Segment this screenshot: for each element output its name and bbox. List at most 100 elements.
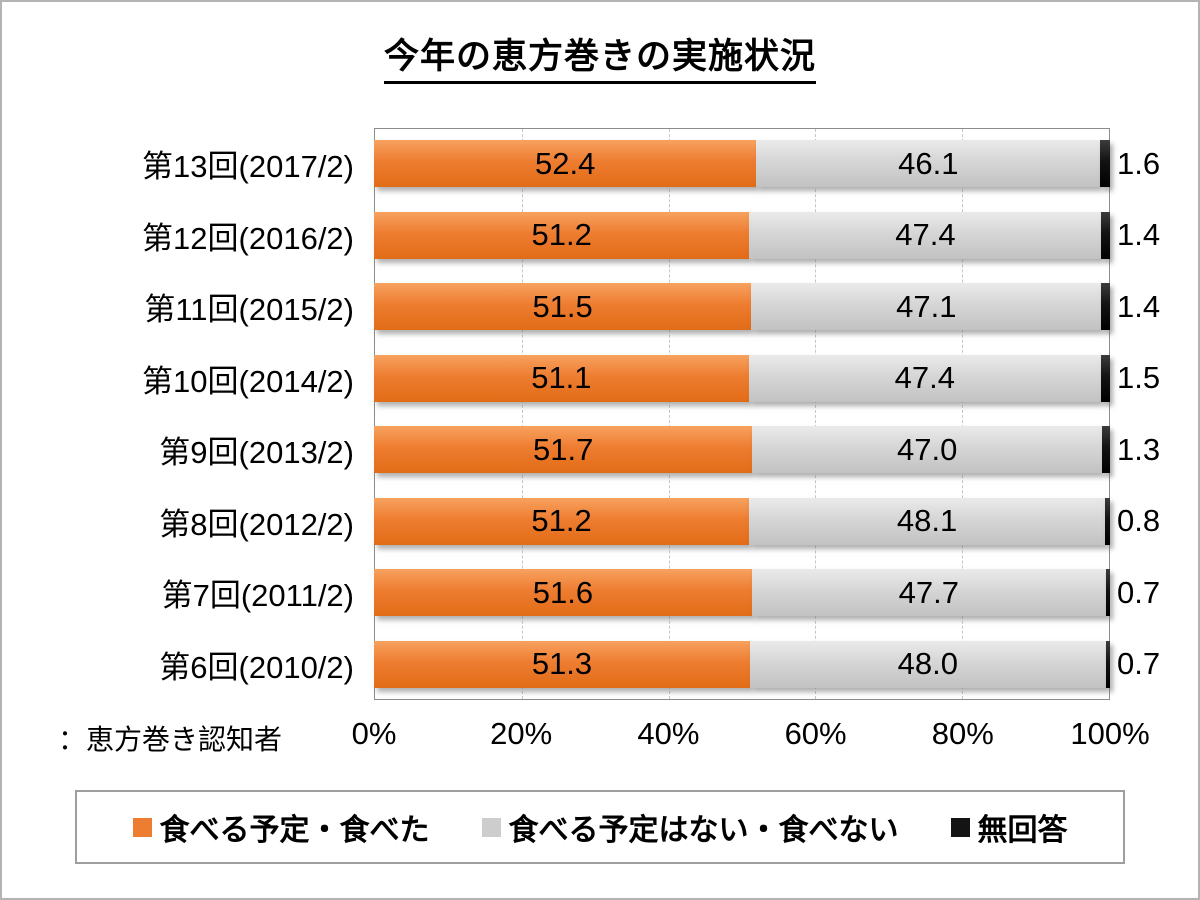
bar-area: 51.6 47.7 0.7 xyxy=(374,569,1160,617)
chart-row: 第11回(2015/2) 51.5 47.1 1.4 xyxy=(2,271,1198,343)
x-tick-label: 0% xyxy=(351,716,397,751)
bar-segment-not-eaten: 47.4 xyxy=(748,354,1101,402)
chart-row: 第10回(2014/2) 51.1 47.4 1.5 xyxy=(2,343,1198,415)
bar-segment-no-answer xyxy=(1105,497,1110,545)
bar-area: 51.2 48.1 0.8 xyxy=(374,497,1160,545)
segment-value: 52.4 xyxy=(535,145,596,181)
legend-swatch-not-eaten xyxy=(481,817,501,837)
legend: 食べる予定・食べた 食べる予定はない・食べない 無回答 xyxy=(75,790,1125,864)
segment-value: 47.1 xyxy=(896,288,957,324)
bar-area: 51.7 47.0 1.3 xyxy=(374,426,1160,474)
bar-segment-eaten: 51.3 xyxy=(374,640,750,688)
segment-value: 47.7 xyxy=(898,574,959,610)
gridline xyxy=(668,129,670,699)
chart-row: 第6回(2010/2) 51.3 48.0 0.7 xyxy=(2,629,1198,701)
bar-segment-not-eaten: 47.4 xyxy=(749,211,1102,259)
legend-label: 食べる予定はない・食べない xyxy=(508,814,899,847)
no-answer-value: 1.5 xyxy=(1117,360,1161,396)
bar-segment-not-eaten: 47.1 xyxy=(751,283,1102,331)
bar-stack: 51.1 47.4 xyxy=(374,354,1110,402)
segment-value: 47.0 xyxy=(897,431,958,467)
chart-row: 第8回(2012/2) 51.2 48.1 0.8 xyxy=(2,486,1198,558)
x-axis: 0% 20% 40% 60% 80% 100% xyxy=(352,714,1150,760)
bar-segment-eaten: 51.2 xyxy=(374,497,750,545)
bar-segment-not-eaten: 48.1 xyxy=(749,497,1106,545)
gridline xyxy=(815,129,817,699)
bar-segment-no-answer xyxy=(1101,283,1110,331)
bar-segment-no-answer xyxy=(1102,426,1110,474)
bar-segment-no-answer xyxy=(1105,640,1110,688)
legend-label: 食べる予定・食べた xyxy=(159,814,430,847)
chart-row: 第12回(2016/2) 51.2 47.4 1.4 xyxy=(2,200,1198,272)
bar-stack: 51.5 47.1 xyxy=(374,283,1110,331)
bar-segment-eaten: 51.7 xyxy=(374,426,753,474)
segment-value: 51.7 xyxy=(533,431,594,467)
bar-segment-not-eaten: 46.1 xyxy=(756,140,1101,188)
segment-value: 51.1 xyxy=(531,360,592,396)
x-tick-label: 40% xyxy=(637,716,700,751)
bar-segment-not-eaten: 47.0 xyxy=(752,426,1102,474)
segment-value: 47.4 xyxy=(895,217,956,253)
category-label: 第13回(2017/2) xyxy=(142,149,354,185)
bar-stack: 51.7 47.0 xyxy=(374,426,1110,474)
category-label: 第10回(2014/2) xyxy=(142,363,354,399)
no-answer-value: 0.7 xyxy=(1117,574,1161,610)
x-tick-label: 100% xyxy=(1070,716,1150,751)
bar-area: 52.4 46.1 1.6 xyxy=(374,140,1160,188)
bar-segment-not-eaten: 47.7 xyxy=(751,569,1106,617)
segment-value: 47.4 xyxy=(894,360,955,396)
bar-stack: 51.2 48.1 xyxy=(374,497,1110,545)
bar-area: 51.3 48.0 0.7 xyxy=(374,640,1160,688)
category-label: 第11回(2015/2) xyxy=(144,292,354,328)
chart-rows: 第13回(2017/2) 52.4 46.1 1.6 第12回(2016/2) 51.2 4… xyxy=(2,128,1198,700)
category-label: 第8回(2012/2) xyxy=(159,506,354,542)
chart-row: 第9回(2013/2) 51.7 47.0 1.3 xyxy=(2,414,1198,486)
bar-segment-not-eaten: 48.0 xyxy=(750,640,1106,688)
segment-value: 51.2 xyxy=(531,503,592,539)
bar-segment-eaten: 51.6 xyxy=(374,569,752,617)
bar-stack: 51.3 48.0 xyxy=(374,640,1110,688)
segment-value: 46.1 xyxy=(898,145,959,181)
x-tick-label: 20% xyxy=(490,716,553,751)
chart-row: 第7回(2011/2) 51.6 47.7 0.7 xyxy=(2,557,1198,629)
bar-segment-eaten: 52.4 xyxy=(374,140,757,188)
no-answer-value: 1.4 xyxy=(1117,288,1161,324)
bar-segment-no-answer xyxy=(1101,211,1110,259)
bar-segment-no-answer xyxy=(1105,569,1110,617)
bar-segment-no-answer xyxy=(1100,354,1110,402)
axis-row: ：恵方巻き認知者 0% 20% 40% 60% 80% 100% xyxy=(2,714,1198,760)
no-answer-value: 0.8 xyxy=(1117,503,1161,539)
no-answer-value: 1.4 xyxy=(1117,217,1161,253)
bar-stack: 51.2 47.4 xyxy=(374,211,1110,259)
legend-item: 食べる予定はない・食べない xyxy=(481,805,899,849)
segment-value: 48.0 xyxy=(897,646,959,682)
bar-area: 51.5 47.1 1.4 xyxy=(374,283,1160,331)
segment-value: 51.2 xyxy=(531,217,592,253)
x-tick-label: 60% xyxy=(784,716,847,751)
bar-segment-eaten: 51.5 xyxy=(374,283,752,331)
chart-row: 第13回(2017/2) 52.4 46.1 1.6 xyxy=(2,128,1198,200)
category-label: 第7回(2011/2) xyxy=(161,578,354,614)
category-label: 第9回(2013/2) xyxy=(159,435,354,471)
bar-segment-no-answer xyxy=(1100,140,1110,188)
legend-label: 無回答 xyxy=(977,814,1068,847)
legend-swatch-no-answer xyxy=(950,817,970,837)
bar-stack: 51.6 47.7 xyxy=(374,569,1110,617)
no-answer-value: 1.3 xyxy=(1117,431,1161,467)
category-label: 第6回(2010/2) xyxy=(159,649,354,685)
chart: 第13回(2017/2) 52.4 46.1 1.6 第12回(2016/2) 51.2 4… xyxy=(2,128,1198,700)
x-tick-label: 80% xyxy=(931,716,994,751)
no-answer-value: 1.6 xyxy=(1117,145,1161,181)
bar-area: 51.1 47.4 1.5 xyxy=(374,354,1160,402)
title-wrap: 今年の恵方巻きの実施状況 xyxy=(2,2,1198,84)
segment-value: 48.1 xyxy=(896,503,958,539)
footnote: ：恵方巻き認知者 xyxy=(58,724,283,755)
category-label: 第12回(2016/2) xyxy=(142,220,354,256)
legend-swatch-eaten xyxy=(132,817,152,837)
bar-segment-eaten: 51.1 xyxy=(374,354,749,402)
gridline xyxy=(962,129,964,699)
bar-stack: 52.4 46.1 xyxy=(374,140,1110,188)
no-answer-value: 0.7 xyxy=(1117,646,1161,682)
segment-value: 51.5 xyxy=(532,288,593,324)
